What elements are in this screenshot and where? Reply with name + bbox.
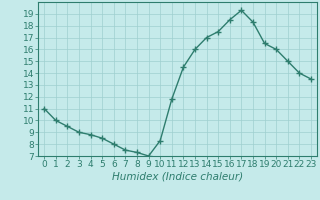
X-axis label: Humidex (Indice chaleur): Humidex (Indice chaleur): [112, 172, 243, 182]
